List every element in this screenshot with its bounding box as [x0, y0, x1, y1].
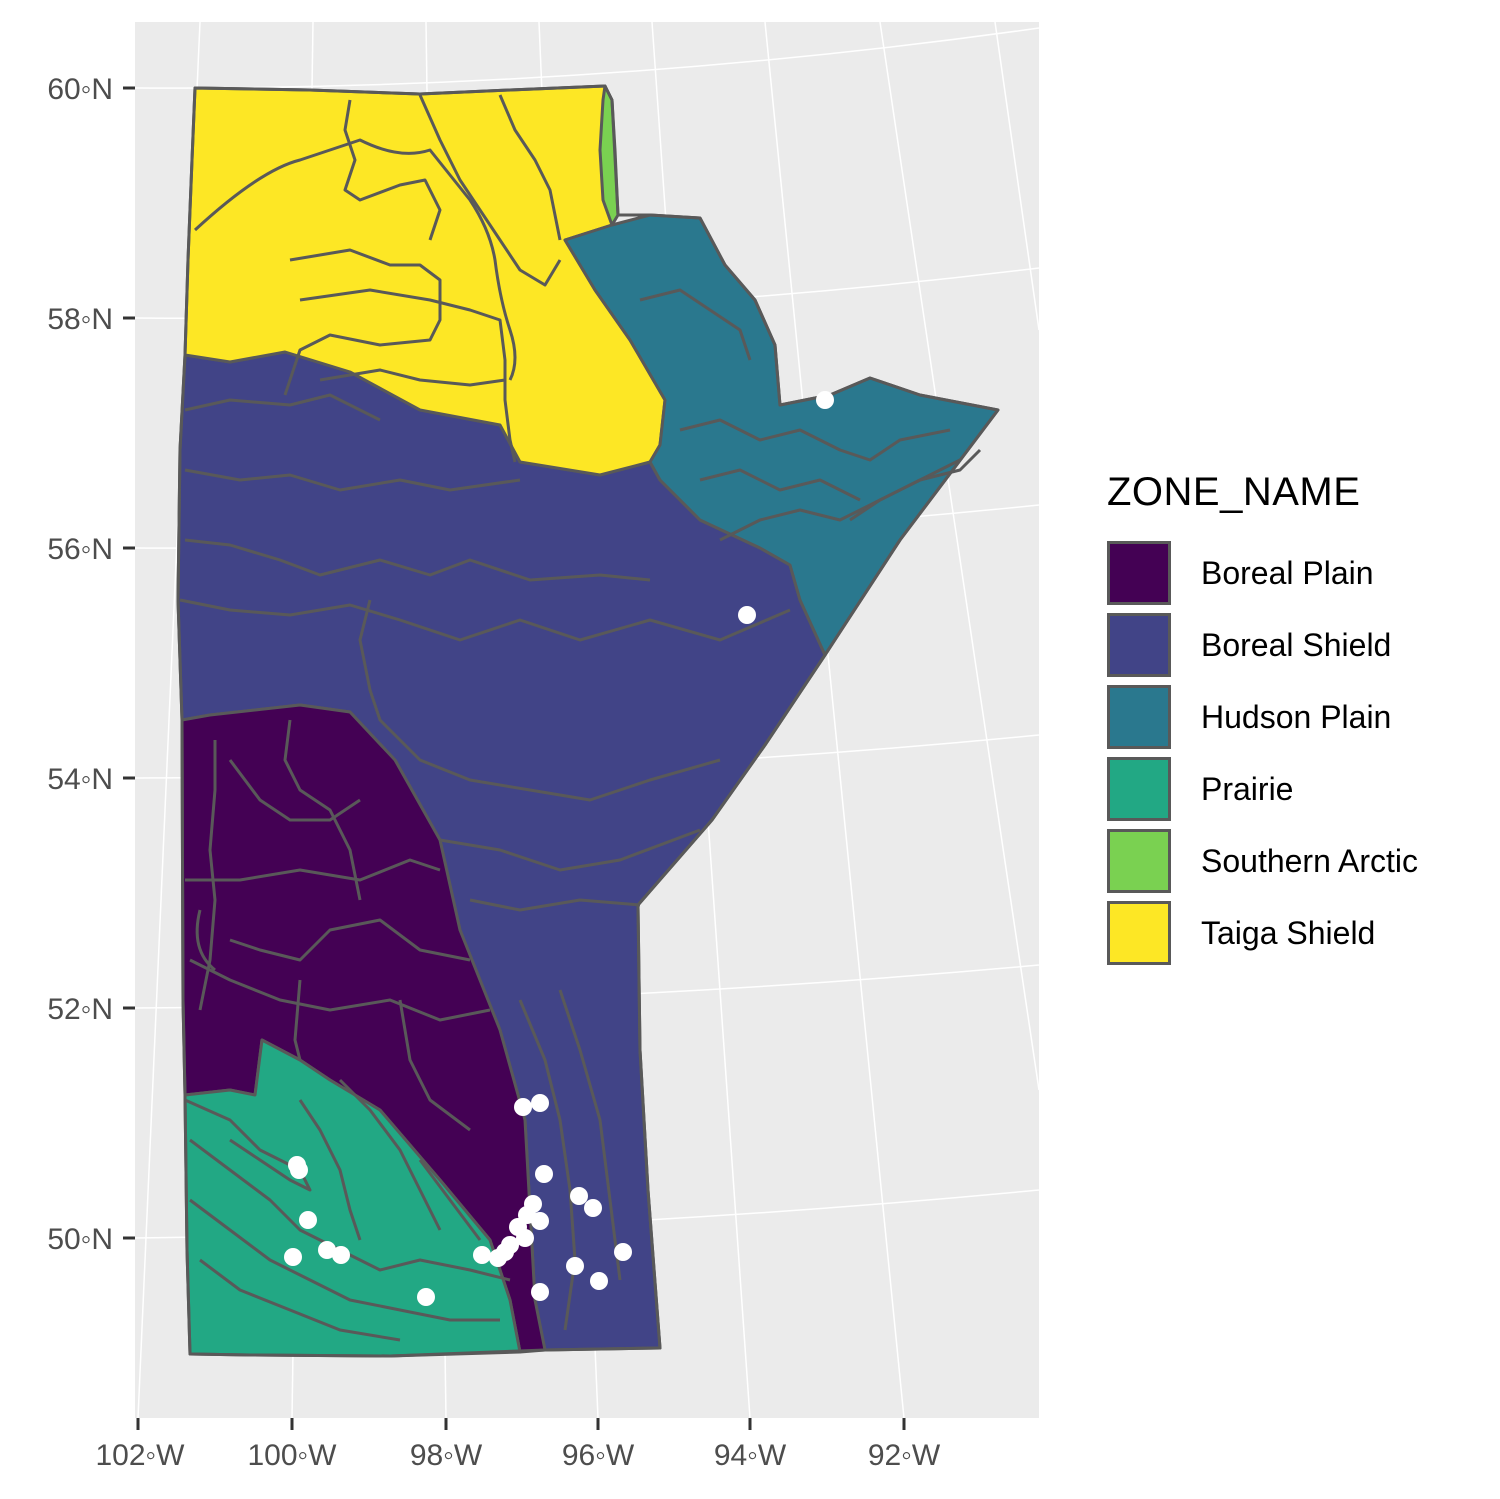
legend: ZONE_NAME Boreal Plain Boreal Shield Hud…	[1107, 470, 1418, 969]
site-point	[284, 1248, 302, 1266]
legend-item-prairie: Prairie	[1107, 753, 1418, 825]
lon-tick-label: 96◦W	[562, 1439, 635, 1472]
y-axis: 60◦N 58◦N 56◦N 54◦N 52◦N 50◦N	[47, 73, 135, 1256]
site-point	[584, 1199, 602, 1217]
site-point	[531, 1094, 549, 1112]
legend-item-boreal-plain: Boreal Plain	[1107, 537, 1418, 609]
legend-label: Prairie	[1201, 770, 1294, 807]
sample-points	[284, 391, 834, 1306]
site-point	[816, 391, 834, 409]
site-point	[614, 1243, 632, 1261]
legend-label: Hudson Plain	[1201, 698, 1392, 735]
lon-tick-label: 100◦W	[247, 1439, 337, 1472]
site-point	[473, 1246, 491, 1264]
lon-tick-label: 102◦W	[95, 1439, 185, 1472]
site-point	[332, 1246, 350, 1264]
site-point	[738, 606, 756, 624]
legend-label: Boreal Shield	[1201, 626, 1392, 663]
site-point	[516, 1229, 534, 1247]
legend-swatch	[1107, 613, 1171, 677]
legend-swatch	[1107, 901, 1171, 965]
legend-swatch	[1107, 541, 1171, 605]
site-point	[531, 1212, 549, 1230]
ecoregion-boundaries	[179, 94, 982, 1342]
lat-tick-label: 58◦N	[47, 303, 113, 336]
site-point	[299, 1211, 317, 1229]
legend-item-hudson-plain: Hudson Plain	[1107, 681, 1418, 753]
lat-tick-label: 52◦N	[47, 993, 113, 1026]
site-point	[570, 1187, 588, 1205]
site-point	[496, 1243, 514, 1261]
legend-swatch	[1107, 757, 1171, 821]
legend-item-taiga-shield: Taiga Shield	[1107, 897, 1418, 969]
x-axis: 102◦W 100◦W 98◦W 96◦W 94◦W 92◦W	[95, 1418, 941, 1472]
province-outline	[176, 84, 1000, 1358]
legend-swatch	[1107, 829, 1171, 893]
site-point	[290, 1161, 308, 1179]
legend-label: Taiga Shield	[1201, 914, 1376, 951]
lat-tick-label: 56◦N	[47, 533, 113, 566]
site-point	[590, 1272, 608, 1290]
lat-tick-label: 50◦N	[47, 1223, 113, 1256]
lon-tick-label: 92◦W	[868, 1439, 941, 1472]
legend-item-southern-arctic: Southern Arctic	[1107, 825, 1418, 897]
site-point	[318, 1241, 336, 1259]
legend-title: ZONE_NAME	[1107, 470, 1361, 514]
lat-tick-label: 60◦N	[47, 73, 113, 106]
legend-swatch	[1107, 685, 1171, 749]
lon-tick-label: 98◦W	[410, 1439, 483, 1472]
legend-label: Southern Arctic	[1201, 842, 1418, 879]
site-point	[531, 1283, 549, 1301]
legend-label: Boreal Plain	[1201, 554, 1374, 591]
site-point	[514, 1098, 532, 1116]
legend-item-boreal-shield: Boreal Shield	[1107, 609, 1418, 681]
site-point	[535, 1165, 553, 1183]
lat-tick-label: 54◦N	[47, 763, 113, 796]
site-point	[417, 1288, 435, 1306]
lon-tick-label: 94◦W	[714, 1439, 787, 1472]
site-point	[566, 1257, 584, 1275]
